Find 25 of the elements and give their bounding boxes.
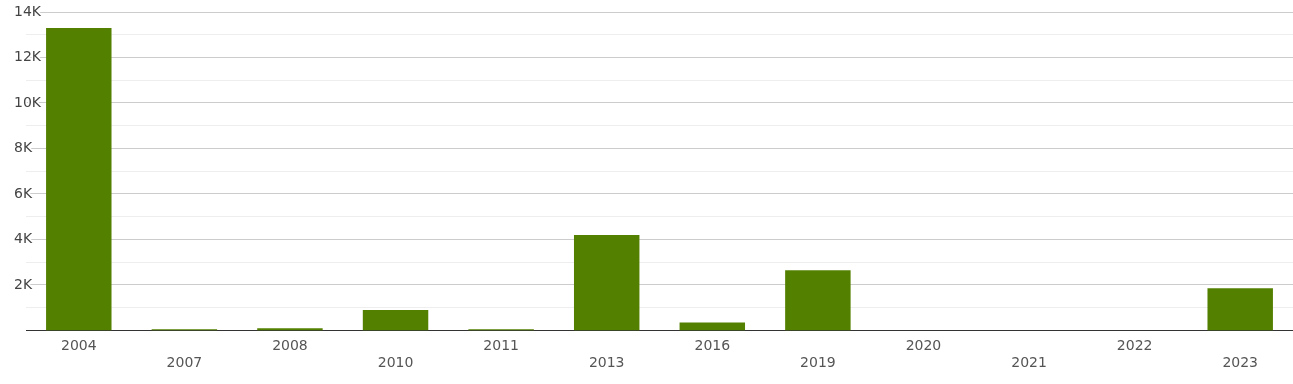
y-tick-label: 12K: [14, 48, 42, 65]
x-tick-label: 2010: [377, 354, 414, 371]
x-tick-label: 2022: [1116, 337, 1153, 354]
bar: [573, 234, 640, 331]
y-tick-label: 14K: [14, 2, 42, 19]
x-tick-label: 2020: [905, 337, 942, 354]
y-tick-label: 8K: [14, 139, 33, 156]
bar: [46, 27, 112, 331]
x-tick-label: 2023: [1222, 354, 1259, 371]
bar: [1207, 288, 1273, 331]
x-tick-label: 2007: [166, 354, 203, 371]
y-tick-label: 2K: [14, 275, 33, 292]
x-tick-label: 2004: [60, 337, 97, 354]
x-tick-label: 2019: [800, 354, 836, 371]
bar: [679, 322, 746, 331]
y-tick-label: 6K: [14, 184, 33, 201]
bar: [785, 270, 851, 331]
x-tick-label: 2008: [272, 337, 308, 354]
x-tick-label: 2016: [694, 337, 731, 354]
x-tick-label: 2013: [588, 354, 625, 371]
x-tick-label: 2011: [483, 337, 519, 354]
y-tick-label: 4K: [14, 230, 33, 247]
x-tick-label: 2021: [1011, 354, 1047, 371]
y-tick-label: 10K: [14, 93, 42, 110]
bar: [362, 309, 429, 331]
